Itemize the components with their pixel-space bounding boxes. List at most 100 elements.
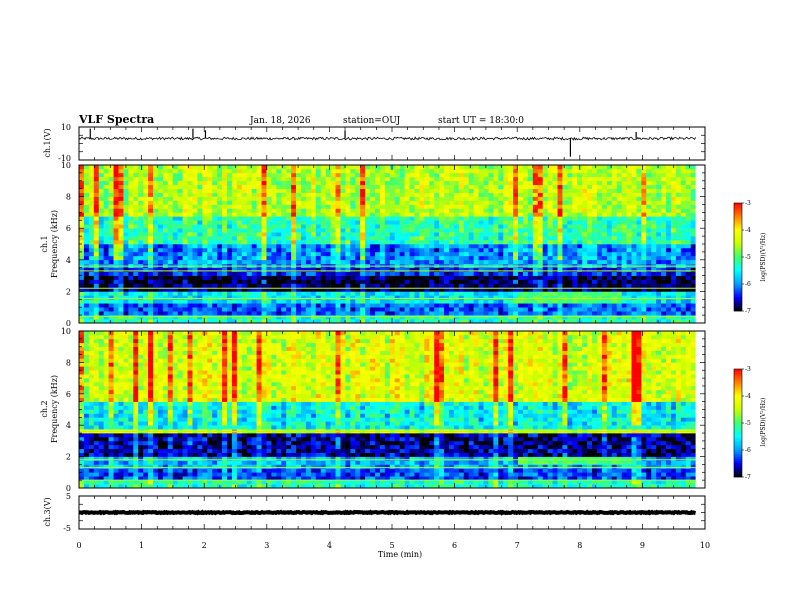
ch1-spec-cell bbox=[670, 244, 677, 249]
ch1-spec-cell bbox=[276, 228, 282, 233]
ch1-spec-cell bbox=[626, 208, 632, 213]
ch1-spec-cell bbox=[463, 228, 469, 233]
ch1-spec-cell bbox=[335, 216, 341, 221]
ch1-spec-cell bbox=[98, 303, 104, 308]
ch1-spec-cell bbox=[98, 299, 104, 304]
ch1-spec-cell bbox=[557, 184, 563, 189]
ch1-spec-cell bbox=[315, 255, 322, 261]
ch1-spec-cell bbox=[562, 228, 568, 233]
ch1-spec-cell bbox=[458, 168, 465, 174]
ch1-spec-cell bbox=[108, 319, 114, 324]
ch1-spec-cell bbox=[365, 184, 371, 189]
ch1-spec-cell bbox=[513, 188, 519, 193]
ch1-spec-cell bbox=[394, 208, 400, 213]
ch1-spec-cell bbox=[488, 271, 494, 276]
ch1-spec-cell bbox=[118, 255, 124, 261]
ch1-spec-cell bbox=[478, 315, 484, 320]
ch1-spec-cell bbox=[79, 247, 85, 253]
ch1-spec-cell bbox=[493, 204, 499, 209]
ch1-spec-cell bbox=[192, 224, 198, 229]
ch1-spec-cell bbox=[596, 247, 603, 253]
ch1-spec-cell bbox=[266, 244, 272, 249]
ch1-spec-cell bbox=[231, 303, 238, 308]
ch1-spec-cell bbox=[79, 307, 85, 312]
ch1-spec-cell bbox=[305, 216, 312, 221]
ch1-spec-cell bbox=[631, 303, 637, 308]
ch1-spec-cell bbox=[680, 168, 687, 174]
ch1-spec-cell bbox=[488, 247, 494, 253]
ch1-spec-cell bbox=[552, 295, 558, 300]
ch1-spec-cell bbox=[641, 172, 647, 178]
ch1-spec-cell bbox=[601, 315, 608, 320]
ch1-spec-cell bbox=[537, 307, 543, 312]
ch1-spec-cell bbox=[335, 295, 341, 300]
ch1-spec-cell bbox=[374, 319, 381, 324]
ch1-spec-cell bbox=[296, 188, 302, 193]
ch1-spec-cell bbox=[103, 251, 109, 257]
ch1-spec-cell bbox=[552, 180, 558, 186]
ch1-spec-cell bbox=[276, 315, 282, 320]
ch1-spec-cell bbox=[246, 192, 252, 197]
ch1-spec-cell bbox=[503, 180, 509, 186]
ch1-spec-cell bbox=[212, 303, 218, 308]
ch1-spec-cell bbox=[162, 176, 169, 182]
ch1-spec-cell bbox=[108, 180, 114, 186]
ch1-spec-cell bbox=[518, 291, 524, 296]
ch1-spec-cell bbox=[532, 259, 539, 265]
ch1-spec-cell bbox=[641, 224, 647, 229]
ch1-spec-cell bbox=[646, 216, 652, 221]
ch1-spec-cell bbox=[409, 232, 415, 237]
ch1-spec-cell bbox=[596, 232, 603, 237]
ch1-spec-cell bbox=[103, 200, 109, 205]
ch1-spec-cell bbox=[518, 196, 524, 201]
ch1-spec-cell bbox=[374, 251, 381, 257]
ch1-spec-cell bbox=[226, 259, 233, 265]
ch1-spec-cell bbox=[547, 184, 553, 189]
ch1-spec-cell bbox=[478, 192, 484, 197]
ch1-spec-cell bbox=[212, 228, 218, 233]
ch1-spec-cell bbox=[296, 220, 302, 225]
ch1-spec-cell bbox=[409, 172, 415, 178]
ch1-spec-cell bbox=[656, 315, 662, 320]
ch1-spec-cell bbox=[108, 271, 114, 276]
ch1-spec-cell bbox=[241, 196, 248, 201]
ch1-spec-cell bbox=[404, 216, 410, 221]
ch1-spec-cell bbox=[463, 315, 469, 320]
ch1-spec-cell bbox=[88, 236, 95, 241]
ch1-spec-cell bbox=[483, 168, 489, 174]
ch1-spec-cell bbox=[79, 295, 85, 300]
ch1-spec-cell bbox=[651, 196, 657, 201]
ch1-spec-cell bbox=[532, 251, 539, 257]
ch1-spec-cell bbox=[448, 295, 455, 300]
ch1-spec-cell bbox=[419, 236, 425, 241]
ch1-spec-cell bbox=[631, 283, 637, 288]
ch1-spec-cell bbox=[212, 168, 218, 174]
ch1-spec-cell bbox=[88, 240, 95, 245]
ch1-spec-cell bbox=[631, 224, 637, 229]
ch1-spec-cell bbox=[611, 188, 617, 193]
ch1-spec-cell bbox=[360, 172, 366, 178]
ch1-spec-cell bbox=[370, 251, 376, 257]
ch1-spec-cell bbox=[182, 255, 188, 261]
ch1-spec-cell bbox=[562, 236, 568, 241]
ch1-spec-cell bbox=[325, 240, 331, 245]
ch1-spec-cell bbox=[246, 247, 252, 253]
ch1-spec-cell bbox=[690, 279, 696, 284]
ch1-spec-cell bbox=[419, 232, 425, 237]
ch1-spec-cell bbox=[572, 212, 578, 217]
ch1-spec-cell bbox=[434, 224, 440, 229]
ch1-spec-cell bbox=[631, 168, 637, 174]
ch1-spec-cell bbox=[93, 224, 100, 229]
ch1-spec-cell bbox=[513, 240, 519, 245]
ch1-spec-cell bbox=[113, 244, 119, 249]
ch1-spec-cell bbox=[212, 311, 218, 316]
ch1-spec-cell bbox=[226, 255, 233, 261]
ch1-spec-cell bbox=[83, 315, 90, 320]
ch1-spec-cell bbox=[429, 255, 435, 261]
ch1-spec-cell bbox=[429, 188, 435, 193]
ch1-spec-cell bbox=[345, 291, 351, 296]
ch1-spec-cell bbox=[389, 224, 395, 229]
ch1-spec-cell bbox=[656, 240, 662, 245]
ch1-spec-cell bbox=[626, 291, 632, 296]
ch1-spec-cell bbox=[463, 220, 469, 225]
